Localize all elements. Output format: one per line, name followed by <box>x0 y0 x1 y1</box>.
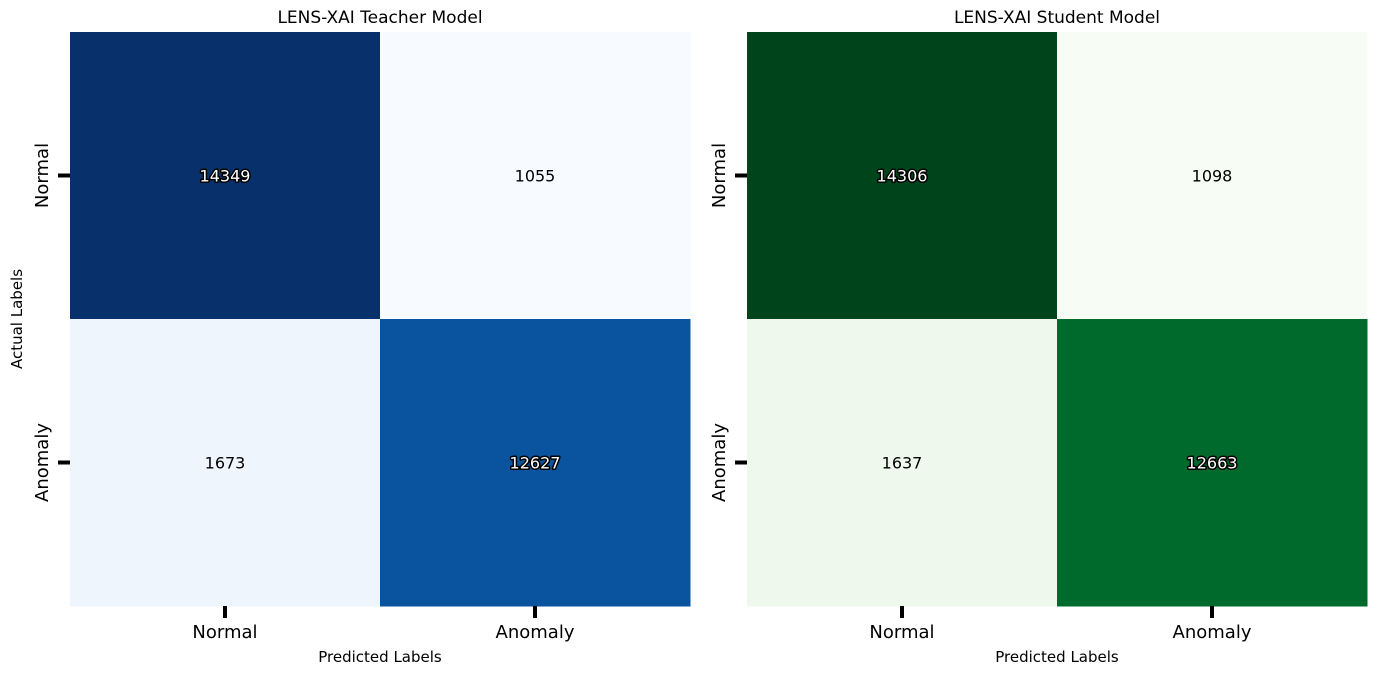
teacher-cells: 14349 1055 1673 12627 <box>70 32 691 607</box>
heatmap-cell <box>747 319 1058 607</box>
x-tick-label: Normal <box>869 622 934 643</box>
student-x-axis-label: Predicted Labels <box>995 648 1119 666</box>
heatmap-cell <box>380 319 691 607</box>
student-y-ticks: Normal Anomaly <box>709 143 747 502</box>
heatmap-cell <box>70 32 381 320</box>
cell-value-label: 12663 <box>1187 454 1238 473</box>
student-cells: 14306 1098 1637 12663 <box>747 32 1368 607</box>
y-tick-label: Normal <box>32 143 53 208</box>
heatmap-cell <box>70 319 381 607</box>
teacher-y-axis-label: Actual Labels <box>8 269 26 369</box>
teacher-y-ticks: Normal Anomaly <box>32 143 70 502</box>
cell-value-label: 14349 <box>200 167 251 186</box>
y-tick-label: Anomaly <box>709 423 730 502</box>
heatmap-cell <box>380 32 691 320</box>
y-tick-label: Normal <box>709 143 730 208</box>
cell-value-label: 1055 <box>515 167 556 186</box>
heatmap-cell <box>1057 319 1368 607</box>
student-title: LENS-XAI Student Model <box>954 8 1160 28</box>
cell-value-label: 1637 <box>882 454 923 473</box>
teacher-title: LENS-XAI Teacher Model <box>277 8 482 28</box>
teacher-x-ticks: Normal Anomaly <box>192 606 575 643</box>
x-tick-label: Anomaly <box>496 622 575 643</box>
cell-value-label: 14306 <box>877 167 928 186</box>
teacher-panel: LENS-XAI Teacher Model 14349 1055 1673 1262… <box>8 8 691 666</box>
x-tick-label: Anomaly <box>1173 622 1252 643</box>
heatmap-cell <box>1057 32 1368 320</box>
cell-value-label: 12627 <box>510 454 561 473</box>
cell-value-label: 1673 <box>205 454 246 473</box>
x-tick-label: Normal <box>192 622 257 643</box>
cell-value-label: 1098 <box>1192 167 1233 186</box>
y-tick-label: Anomaly <box>32 423 53 502</box>
student-panel: LENS-XAI Student Model 14306 1098 1637 1266… <box>709 8 1368 666</box>
student-x-ticks: Normal Anomaly <box>869 606 1252 643</box>
heatmap-cell <box>747 32 1058 320</box>
teacher-x-axis-label: Predicted Labels <box>318 648 442 666</box>
